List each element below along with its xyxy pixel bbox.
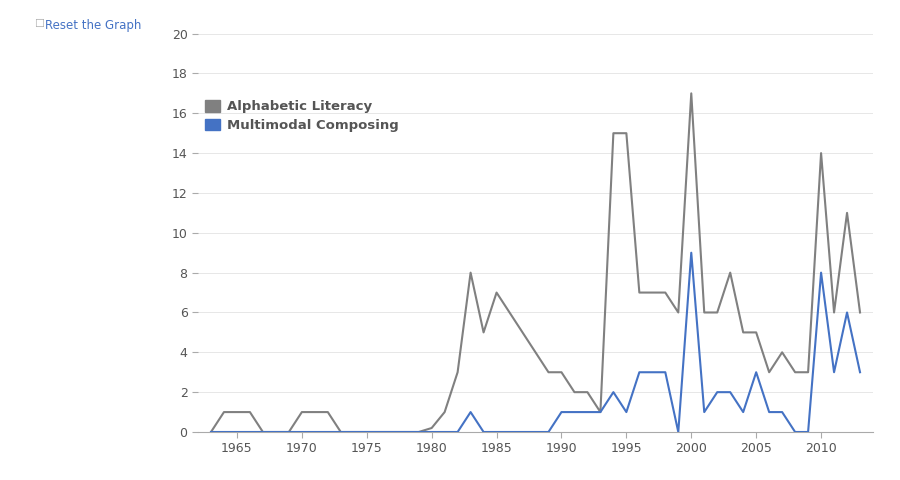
Legend: Alphabetic Literacy, Multimodal Composing: Alphabetic Literacy, Multimodal Composin…	[204, 100, 399, 132]
Text: ☐: ☐	[34, 19, 44, 29]
Text: Reset the Graph: Reset the Graph	[45, 19, 141, 32]
